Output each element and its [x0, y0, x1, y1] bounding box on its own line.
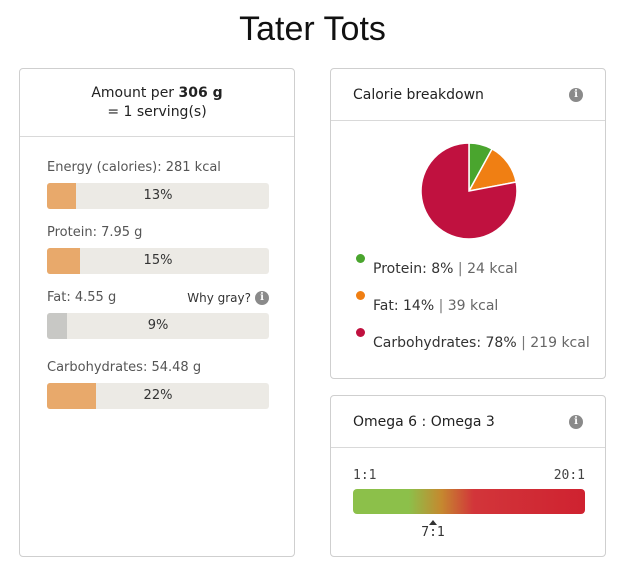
- carbohydrates-bar: 22%: [47, 383, 269, 409]
- legend-pct: 8%: [431, 261, 454, 277]
- bar-fill: [47, 383, 96, 409]
- legend-item-carbohydrates: Carbohydrates: 78% | 219 kcal: [353, 328, 590, 370]
- legend-item-protein: Protein: 8% | 24 kcal: [353, 254, 590, 296]
- nutrient-value: 281 kcal: [165, 160, 221, 175]
- bar-fill: [47, 313, 67, 339]
- omega-ratio-card: Omega 6 : Omega 3 i 1:1 20:1 7:1: [330, 395, 606, 557]
- nutrient-energy: Energy (calories): 281 kcal 13%: [47, 159, 269, 209]
- nutrient-value: 4.55 g: [74, 290, 117, 305]
- why-gray-link[interactable]: Why gray? i: [187, 289, 269, 307]
- legend-pct: 78%: [485, 335, 517, 351]
- why-gray-label[interactable]: Why gray?: [187, 291, 251, 305]
- ratio-value: 7:1: [421, 525, 445, 540]
- page-title: Tater Tots: [239, 10, 386, 48]
- legend-dot: [356, 254, 365, 263]
- bar-percent: 22%: [143, 388, 173, 403]
- bar-percent: 15%: [143, 253, 173, 268]
- omega-header: Omega 6 : Omega 3 i: [331, 396, 605, 448]
- bar-percent: 9%: [147, 318, 169, 333]
- omega-title: Omega 6 : Omega 3: [353, 413, 495, 430]
- legend-dot: [356, 328, 365, 337]
- ratio-max-label: 20:1: [553, 468, 585, 483]
- legend-name: Fat:: [373, 298, 399, 314]
- nutrient-label: Carbohydrates:: [47, 360, 148, 375]
- fat-bar: 9%: [47, 313, 269, 339]
- amount-header: Amount per 306 g = 1 serving(s): [20, 69, 294, 137]
- legend-item-fat: Fat: 14% | 39 kcal: [353, 291, 590, 333]
- legend-kcal: 39 kcal: [447, 298, 499, 314]
- nutrient-value: 54.48 g: [151, 360, 202, 375]
- nutrient-fat: Fat: 4.55 g Why gray? i 9%: [47, 289, 269, 339]
- bar-percent: 13%: [143, 188, 173, 203]
- nutrient-value: 7.95 g: [101, 225, 143, 240]
- amount-weight: 306 g: [178, 85, 223, 101]
- info-icon[interactable]: i: [569, 87, 583, 102]
- nutrition-card: Amount per 306 g = 1 serving(s) Energy (…: [19, 68, 295, 557]
- amount-prefix: Amount per: [91, 85, 175, 101]
- info-icon[interactable]: i: [255, 291, 269, 305]
- ratio-min-label: 1:1: [353, 468, 377, 483]
- legend-pct: 14%: [403, 298, 435, 314]
- bar-fill: [47, 183, 76, 209]
- pie-svg: [420, 142, 518, 240]
- nutrient-label: Energy (calories):: [47, 160, 162, 175]
- legend-separator: |: [521, 335, 526, 351]
- legend-kcal: 219 kcal: [530, 335, 590, 351]
- ratio-marker-icon: [429, 520, 437, 525]
- nutrient-protein: Protein: 7.95 g 15%: [47, 224, 269, 274]
- calorie-breakdown-header: Calorie breakdown i: [331, 69, 605, 121]
- legend-name: Protein:: [373, 261, 427, 277]
- legend-name: Carbohydrates:: [373, 335, 482, 351]
- legend-kcal: 24 kcal: [467, 261, 518, 277]
- legend-separator: |: [438, 298, 444, 314]
- amount-serving: = 1 serving(s): [107, 104, 207, 120]
- protein-bar: 15%: [47, 248, 269, 274]
- calorie-breakdown-title: Calorie breakdown: [353, 86, 484, 103]
- nutrient-label: Fat:: [47, 290, 71, 305]
- legend-dot: [356, 291, 365, 300]
- ratio-gradient-bar: [353, 489, 585, 514]
- calorie-pie-chart: [419, 141, 519, 245]
- bar-fill: [47, 248, 81, 274]
- calorie-breakdown-card: Calorie breakdown i Protein: 8% | 24 kca…: [330, 68, 606, 379]
- pie-slice-carbohydrates: [420, 142, 518, 240]
- nutrient-carbohydrates: Carbohydrates: 54.48 g 22%: [47, 359, 269, 409]
- energy-bar: 13%: [47, 183, 269, 209]
- ratio-scale-labels: 1:1 20:1: [353, 468, 585, 483]
- info-icon[interactable]: i: [569, 414, 583, 429]
- calorie-legend: Protein: 8% | 24 kcal Fat: 14% | 39 kcal…: [353, 254, 590, 370]
- legend-separator: |: [457, 261, 463, 277]
- nutrient-label: Protein:: [47, 225, 97, 240]
